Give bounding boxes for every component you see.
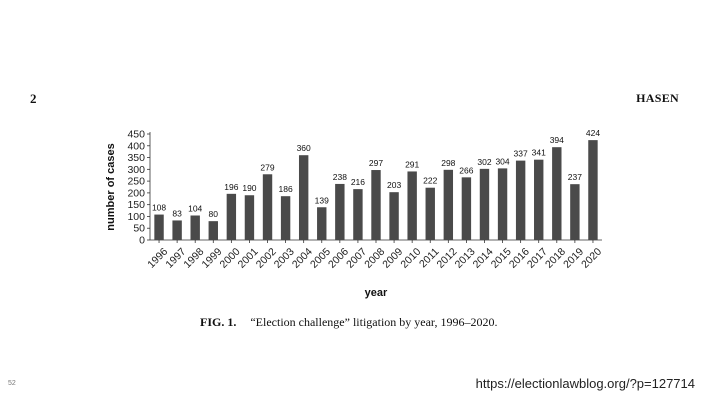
bar-value-label: 394 [550, 135, 564, 145]
bar [371, 170, 381, 240]
bar [407, 171, 417, 240]
bar-value-label: 190 [242, 183, 256, 193]
bar [208, 221, 218, 240]
bar-value-label: 266 [459, 165, 473, 175]
bar-value-label: 222 [423, 176, 437, 186]
bar [497, 168, 508, 240]
bar-value-label: 216 [351, 177, 365, 187]
bar [226, 193, 237, 240]
bar [317, 207, 327, 240]
bar [588, 140, 598, 240]
bar [335, 183, 345, 240]
bar-value-label: 341 [532, 148, 546, 158]
bar-value-label: 203 [387, 180, 401, 190]
bar [461, 177, 472, 240]
y-tick-label: 250 [127, 176, 145, 188]
bar-value-label: 337 [514, 149, 528, 159]
y-tick-label: 0 [139, 235, 145, 247]
y-tick-label: 350 [127, 152, 145, 164]
bar-value-label: 196 [224, 182, 238, 192]
bar-value-label: 279 [260, 162, 274, 172]
bar [443, 169, 454, 240]
bar [479, 168, 490, 240]
y-tick-label: 400 [127, 140, 145, 152]
bar-value-label: 80 [209, 209, 219, 219]
x-axis-title: year [365, 287, 388, 299]
bar-value-label: 108 [152, 203, 166, 213]
bar-value-label: 237 [568, 172, 582, 182]
figure-caption-text: “Election challenge” litigation by year,… [250, 315, 498, 329]
bar-value-label: 297 [369, 158, 383, 168]
bar [262, 174, 273, 240]
bar [298, 155, 309, 240]
bar-value-label: 291 [405, 159, 419, 169]
bar-value-label: 139 [315, 195, 329, 205]
y-tick-label: 150 [127, 199, 145, 211]
bar-value-label: 83 [172, 208, 182, 218]
bar [389, 192, 399, 240]
bar-value-label: 424 [586, 128, 600, 138]
bar [552, 147, 562, 240]
bar [190, 215, 200, 240]
y-tick-label: 50 [133, 223, 145, 235]
y-tick-label: 450 [127, 129, 145, 141]
bar-value-label: 302 [477, 157, 491, 167]
source-link[interactable]: https://electionlawblog.org/?p=127714 [475, 376, 695, 391]
bar-value-label: 360 [297, 143, 311, 153]
bar-value-label: 186 [279, 184, 293, 194]
bar [280, 196, 291, 240]
bar-value-label: 238 [333, 172, 347, 182]
y-tick-label: 300 [127, 164, 145, 176]
y-axis-title: number of cases [105, 143, 117, 230]
figure-label: FIG. 1. [200, 315, 237, 329]
running-head-author: HASEN [636, 91, 679, 105]
bar [244, 195, 255, 240]
bar [570, 184, 580, 240]
bar [515, 160, 526, 240]
x-tick-label: 2020 [579, 246, 604, 271]
bar [534, 159, 544, 240]
bar [154, 214, 164, 240]
page-number: 2 [30, 91, 37, 106]
y-tick-label: 200 [127, 187, 145, 199]
bar-value-label: 298 [441, 158, 455, 168]
bar [425, 187, 435, 240]
bar [172, 220, 182, 240]
bar-value-label: 104 [188, 204, 202, 214]
slide-number: 52 [8, 380, 16, 387]
bar-value-label: 304 [495, 156, 509, 166]
figure-caption: FIG. 1. “Election challenge” litigation b… [200, 315, 497, 330]
bar [353, 189, 363, 240]
y-tick-label: 100 [127, 211, 145, 223]
